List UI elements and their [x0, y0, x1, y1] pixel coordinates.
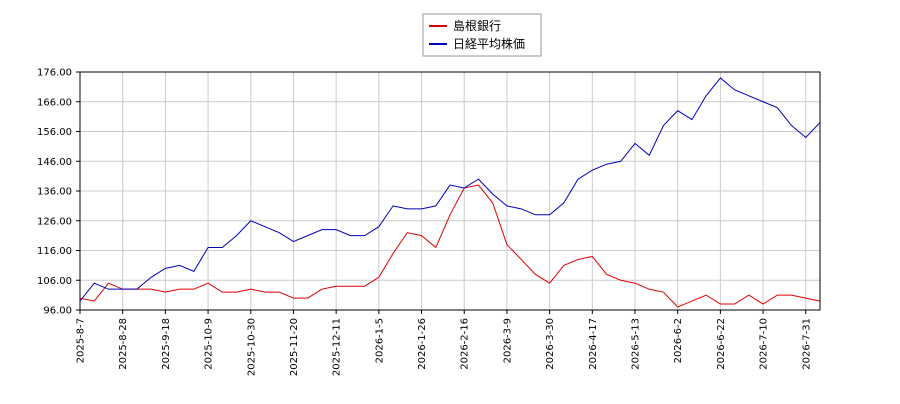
y-tick-label: 96.00 [43, 306, 72, 317]
x-tick-label: 2025-8-28 [118, 318, 129, 370]
x-tick-label: 2025-9-18 [161, 318, 172, 370]
x-tick-label: 2025-8-7 [76, 318, 87, 363]
y-tick-label: 146.00 [37, 157, 72, 168]
x-tick-label: 2025-11-20 [289, 318, 300, 376]
x-tick-label: 2026-5-13 [631, 318, 642, 370]
x-tick-label: 2026-6-2 [673, 318, 684, 363]
x-tick-label: 2025-10-9 [204, 318, 215, 370]
y-tick-label: 136.00 [37, 187, 72, 198]
legend-label: 島根銀行 [453, 18, 501, 33]
y-tick-label: 166.00 [37, 97, 72, 108]
y-tick-label: 126.00 [37, 216, 72, 227]
x-tick-label: 2026-6-22 [716, 318, 727, 370]
y-tick-label: 176.00 [37, 68, 72, 79]
x-tick-label: 2025-12-11 [332, 318, 343, 376]
line-series [79, 77, 821, 302]
x-tick-label: 2026-2-16 [460, 318, 471, 370]
x-tick-label: 2026-7-10 [759, 318, 770, 370]
y-tick-label: 106.00 [37, 276, 72, 287]
y-tick-label: 156.00 [37, 127, 72, 138]
x-tick-label: 2026-7-31 [801, 318, 812, 370]
y-tick-label: 116.00 [37, 246, 72, 257]
x-tick-label: 2026-3-9 [502, 318, 513, 363]
legend-box [422, 13, 542, 57]
x-tick-label: 2026-1-5 [374, 318, 385, 363]
x-tick-label: 2026-3-30 [545, 318, 556, 370]
x-tick-label: 2026-4-17 [588, 318, 599, 370]
line-series [79, 184, 821, 308]
legend-label: 日経平均株価 [453, 36, 525, 51]
x-tick-label: 2026-1-26 [417, 318, 428, 370]
x-tick-label: 2025-10-30 [246, 318, 257, 376]
